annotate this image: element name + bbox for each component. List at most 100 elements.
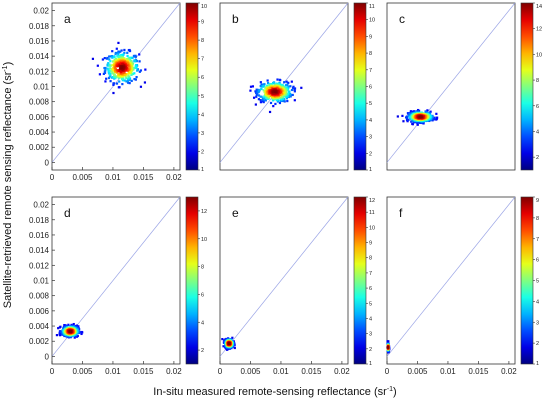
data-point <box>277 88 280 91</box>
colorbar-tick-label: 9 <box>369 34 372 40</box>
data-point <box>117 55 120 59</box>
panel-f: f 0 0.005 0.01 0.015 0.02 1 2 3 4 5 6 7 8 9 <box>385 196 539 376</box>
data-point <box>278 101 282 105</box>
data-point <box>128 82 131 85</box>
y-tick-label: 0.006 <box>29 113 50 122</box>
y-tick-label: 0.01 <box>33 83 49 92</box>
data-point <box>290 88 294 92</box>
one-to-one-line <box>386 196 516 357</box>
colorbar-tick-label: 7 <box>201 57 204 63</box>
data-point <box>264 95 267 98</box>
y-tick-label: 0.012 <box>29 261 50 270</box>
data-point <box>77 325 80 328</box>
data-point <box>287 81 290 84</box>
colorbar-tick-label: 14 <box>536 4 542 10</box>
panel-label: d <box>64 206 71 220</box>
data-point <box>387 346 390 349</box>
data-point <box>117 41 120 45</box>
y-tick-label: 0.014 <box>29 52 50 61</box>
data-point <box>416 110 420 113</box>
colorbar-tick-label: 5 <box>369 101 372 107</box>
data-point <box>268 110 272 114</box>
data-point <box>111 50 114 53</box>
colorbar <box>520 2 534 171</box>
data-point <box>121 73 124 76</box>
data-point <box>112 83 115 86</box>
data-point <box>285 95 288 98</box>
data-point <box>121 72 124 75</box>
data-point <box>254 103 257 106</box>
colorbar-tick-label: 6 <box>201 292 204 298</box>
y-tick-label: 0 <box>45 352 50 361</box>
colorbar-tick-label: 7 <box>536 237 539 243</box>
data-point <box>105 57 109 60</box>
data-point <box>249 89 252 92</box>
data-point <box>120 49 123 52</box>
data-point <box>109 64 112 67</box>
data-point <box>266 79 269 82</box>
data-point <box>293 88 296 91</box>
data-point <box>260 87 263 90</box>
data-point <box>285 87 288 90</box>
data-point <box>278 86 282 89</box>
panel-label: b <box>232 12 239 26</box>
y-tick-label: 0.004 <box>29 128 50 137</box>
data-point <box>411 122 414 126</box>
data-point <box>228 342 231 345</box>
data-point <box>124 58 127 61</box>
data-point <box>263 83 266 86</box>
colorbar-tick-label: 2 <box>369 347 372 353</box>
data-point <box>416 123 419 126</box>
data-point <box>413 121 417 124</box>
data-point <box>131 72 135 76</box>
data-point <box>112 72 115 75</box>
colorbar-tick-label: 12 <box>201 209 207 215</box>
data-point <box>118 62 122 66</box>
data-point <box>282 91 285 94</box>
data-point <box>91 57 95 60</box>
data-point <box>256 90 259 93</box>
y-tick-label: 0.016 <box>29 37 50 46</box>
data-point <box>144 68 147 71</box>
data-point <box>113 77 116 80</box>
data-point <box>125 76 128 79</box>
data-point <box>108 55 111 58</box>
data-point <box>405 117 409 120</box>
data-point <box>233 346 236 350</box>
data-point <box>126 51 129 54</box>
data-point <box>107 76 111 80</box>
colorbar-tick-label: 9 <box>201 20 204 26</box>
colorbar-tick-label: 8 <box>201 265 204 271</box>
data-point <box>426 109 429 112</box>
data-point <box>96 64 99 67</box>
data-point <box>74 334 77 338</box>
colorbar-tick-label: 2 <box>536 341 539 347</box>
data-point <box>113 56 116 59</box>
data-point <box>104 69 107 72</box>
data-point <box>130 73 133 76</box>
plot-frame <box>51 2 181 171</box>
data-point <box>284 84 288 87</box>
y-tick-label: 0.018 <box>29 216 50 225</box>
colorbar-tick-label: 4 <box>536 129 539 135</box>
data-point <box>291 86 295 89</box>
data-point <box>276 91 280 94</box>
plot-frame <box>219 196 349 365</box>
colorbar-tick-label: 3 <box>536 320 539 326</box>
data-point <box>110 68 113 71</box>
colorbar-tick-label: 10 <box>201 4 207 10</box>
data-point <box>261 100 264 103</box>
data-point <box>405 118 409 122</box>
data-point <box>127 77 130 81</box>
data-point <box>433 116 436 119</box>
data-point <box>135 75 138 79</box>
data-point <box>124 75 127 78</box>
plot-frame <box>51 196 181 365</box>
data-point <box>58 326 61 329</box>
data-point <box>120 77 124 80</box>
data-point <box>69 335 72 339</box>
data-point <box>281 97 284 100</box>
data-point <box>127 71 131 74</box>
colorbar-tick-label: 7 <box>369 271 372 277</box>
data-point <box>415 121 418 124</box>
